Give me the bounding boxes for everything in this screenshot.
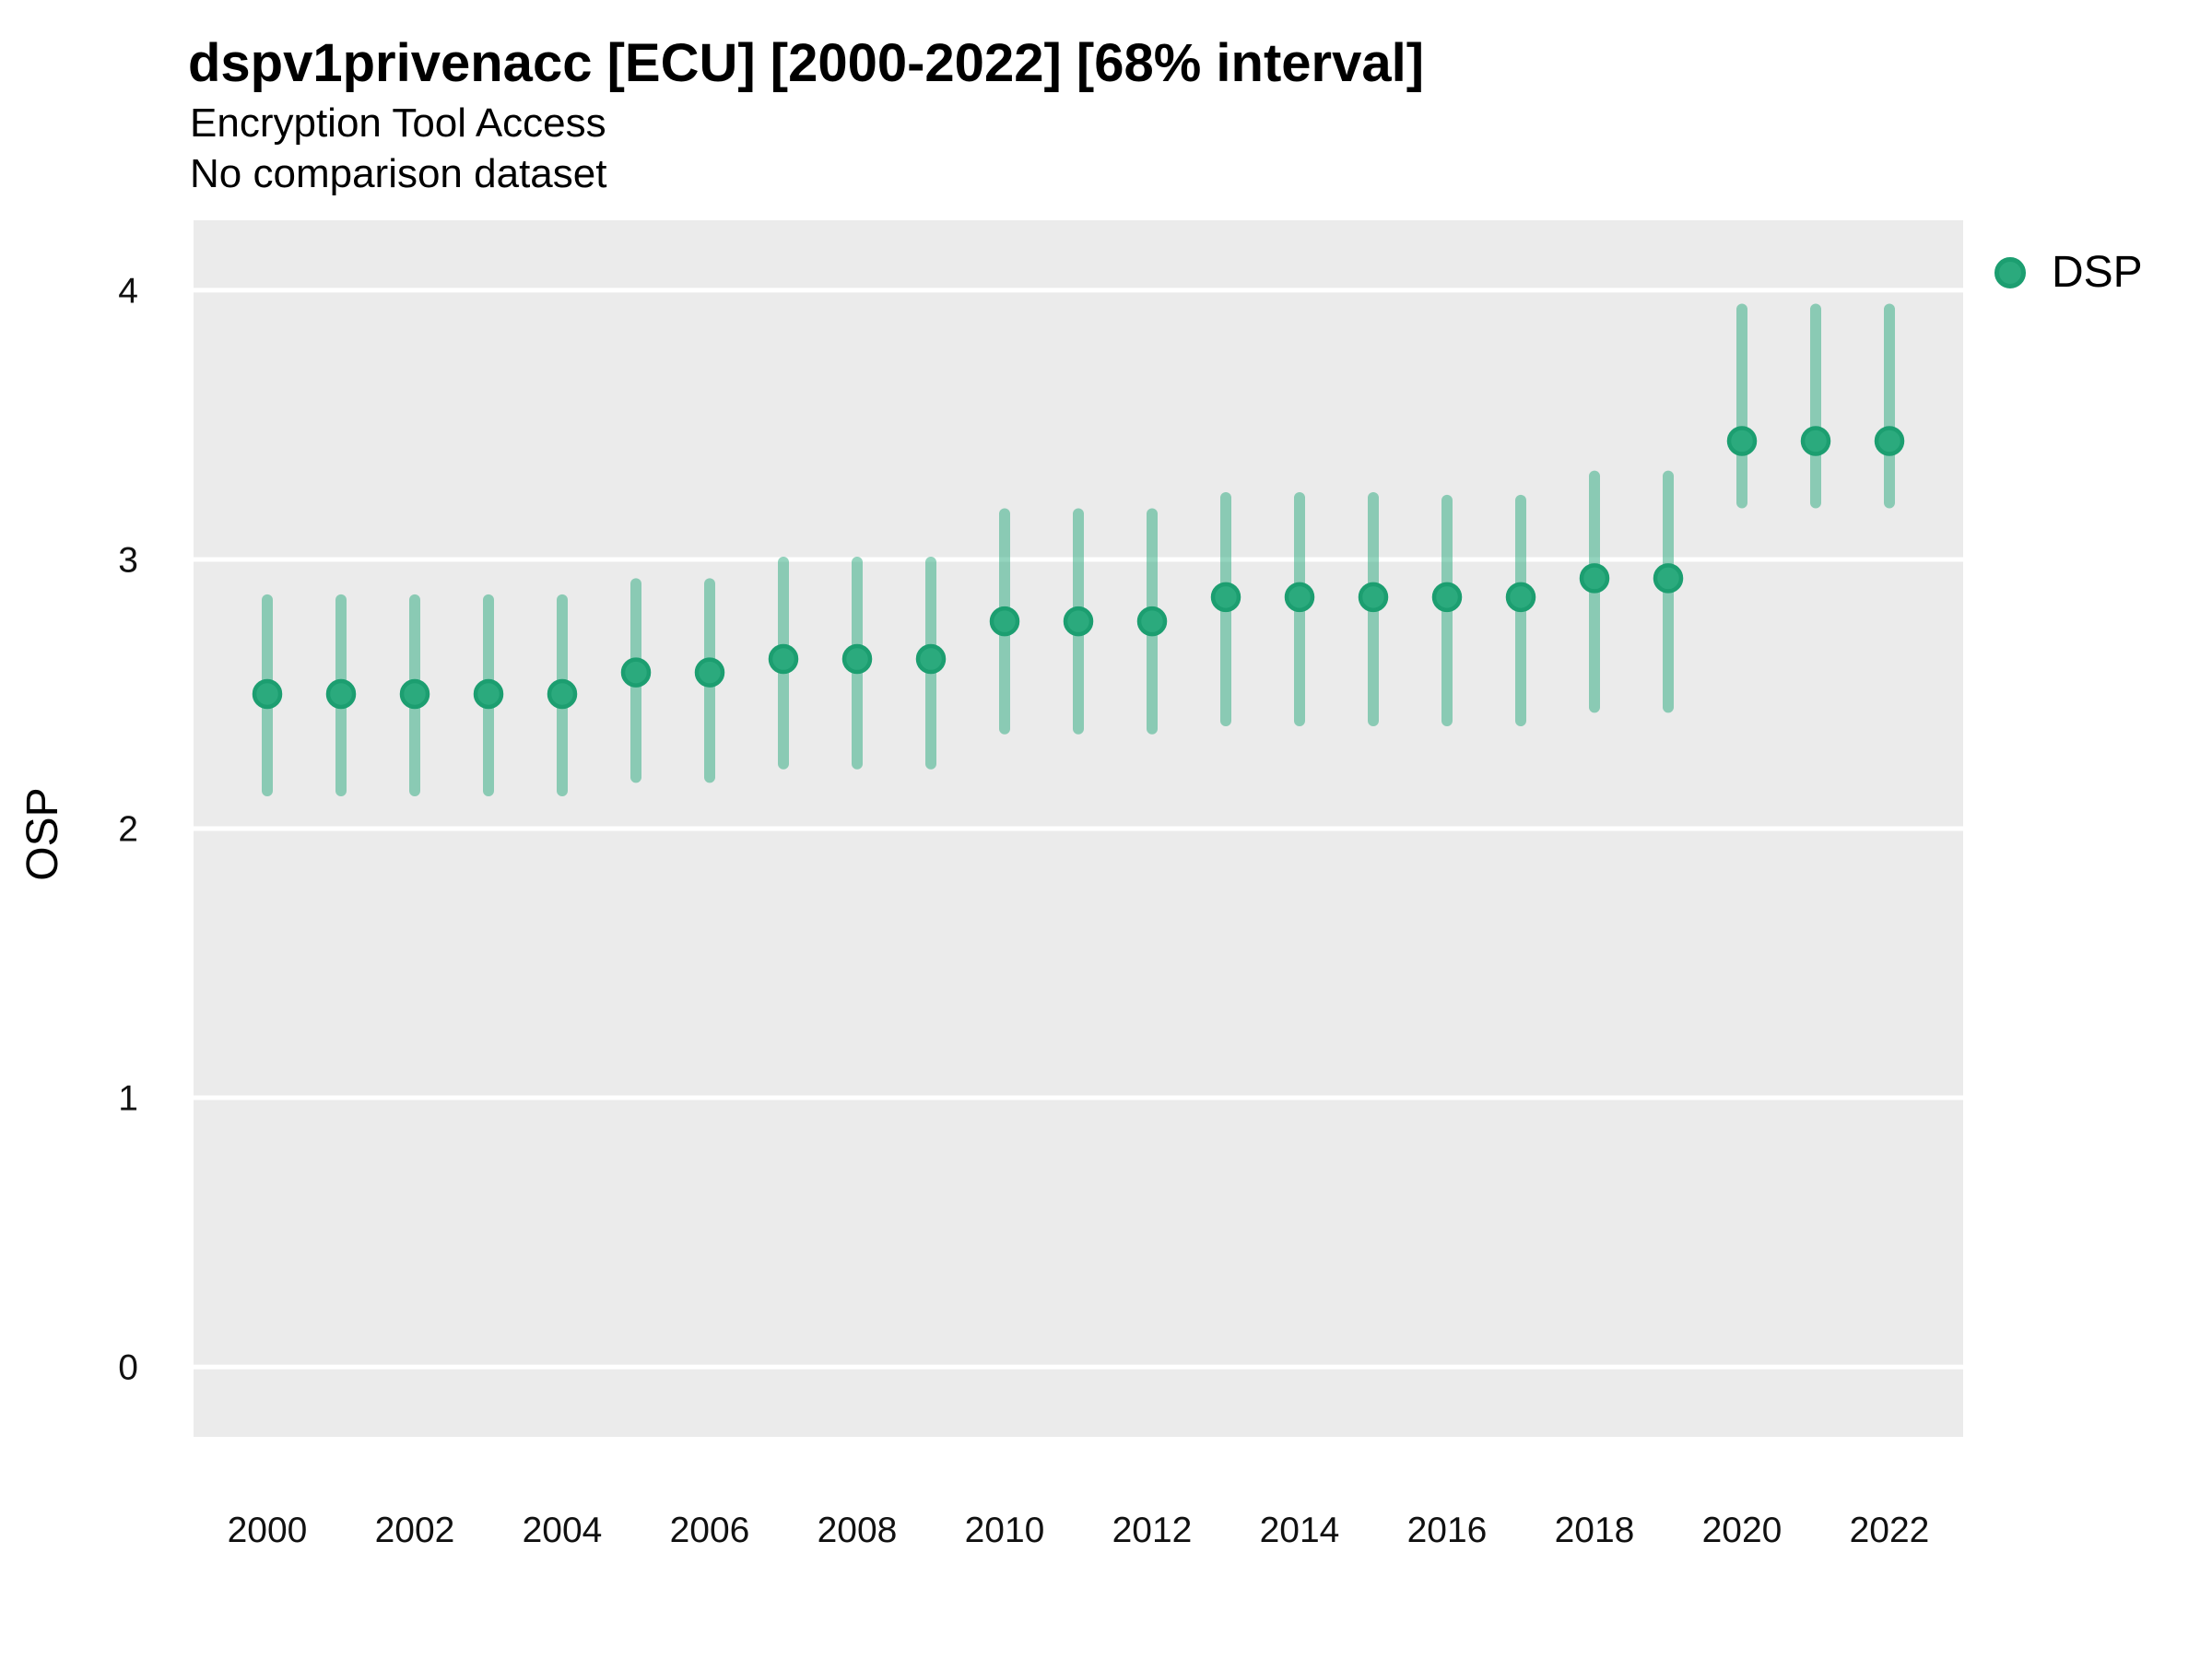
chart-subtitle: Encryption Tool Access (190, 100, 606, 146)
data-point (620, 657, 652, 688)
data-point (1874, 426, 1905, 456)
y-tick-label: 0 (118, 1348, 138, 1388)
legend: DSP (1994, 251, 2143, 295)
data-point (1579, 563, 1610, 594)
y-tick-label: 3 (118, 540, 138, 580)
data-point (252, 678, 283, 710)
x-tick-label: 2010 (965, 1511, 1045, 1550)
legend-label: DSP (2052, 248, 2143, 297)
x-tick-label: 2022 (1850, 1511, 1930, 1550)
data-point (1800, 426, 1831, 456)
x-axis-tick-labels: 2000 2002 2004 2006 2008 2010 2012 2014 2016 2018… (228, 1511, 1930, 1550)
data-point (1284, 582, 1315, 613)
x-tick-label: 2018 (1555, 1511, 1635, 1550)
x-tick-label: 2020 (1702, 1511, 1783, 1550)
data-point (1136, 606, 1168, 637)
x-tick-label: 2004 (523, 1511, 603, 1550)
y-tick-label: 2 (118, 810, 138, 850)
legend-point-icon (1994, 257, 2026, 288)
x-tick-label: 2014 (1260, 1511, 1340, 1550)
data-point (1431, 582, 1463, 613)
data-point (325, 678, 357, 710)
x-tick-label: 2000 (228, 1511, 308, 1550)
data-point (989, 606, 1020, 637)
data-point (547, 678, 578, 710)
data-point (1358, 582, 1389, 613)
data-point (1653, 563, 1684, 594)
x-tick-label: 2016 (1407, 1511, 1488, 1550)
x-tick-label: 2008 (818, 1511, 898, 1550)
x-tick-label: 2006 (670, 1511, 750, 1550)
data-point (1063, 606, 1094, 637)
chart-note: No comparison dataset (190, 151, 607, 196)
data-point (768, 643, 799, 675)
x-tick-label: 2002 (375, 1511, 455, 1550)
y-axis-tick-labels: 0 1 2 3 4 (118, 271, 138, 1387)
data-point (1726, 426, 1758, 456)
data-point (399, 678, 430, 710)
data-point (473, 678, 504, 710)
data-point (1210, 582, 1241, 613)
chart-title: dspv1privenacc [ECU] [2000-2022] [68% in… (188, 33, 1425, 93)
y-axis-title: OSP (18, 787, 67, 880)
data-point (841, 643, 873, 675)
data-point (1505, 582, 1536, 613)
y-tick-label: 4 (118, 271, 138, 311)
data-points-group (252, 426, 1905, 710)
data-point (694, 657, 725, 688)
y-tick-label: 1 (118, 1079, 138, 1119)
data-point (915, 643, 947, 675)
x-tick-label: 2012 (1112, 1511, 1193, 1550)
